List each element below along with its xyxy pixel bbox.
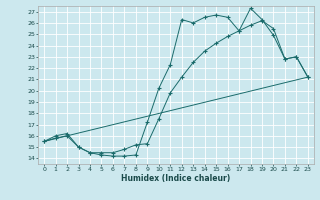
X-axis label: Humidex (Indice chaleur): Humidex (Indice chaleur) — [121, 174, 231, 183]
